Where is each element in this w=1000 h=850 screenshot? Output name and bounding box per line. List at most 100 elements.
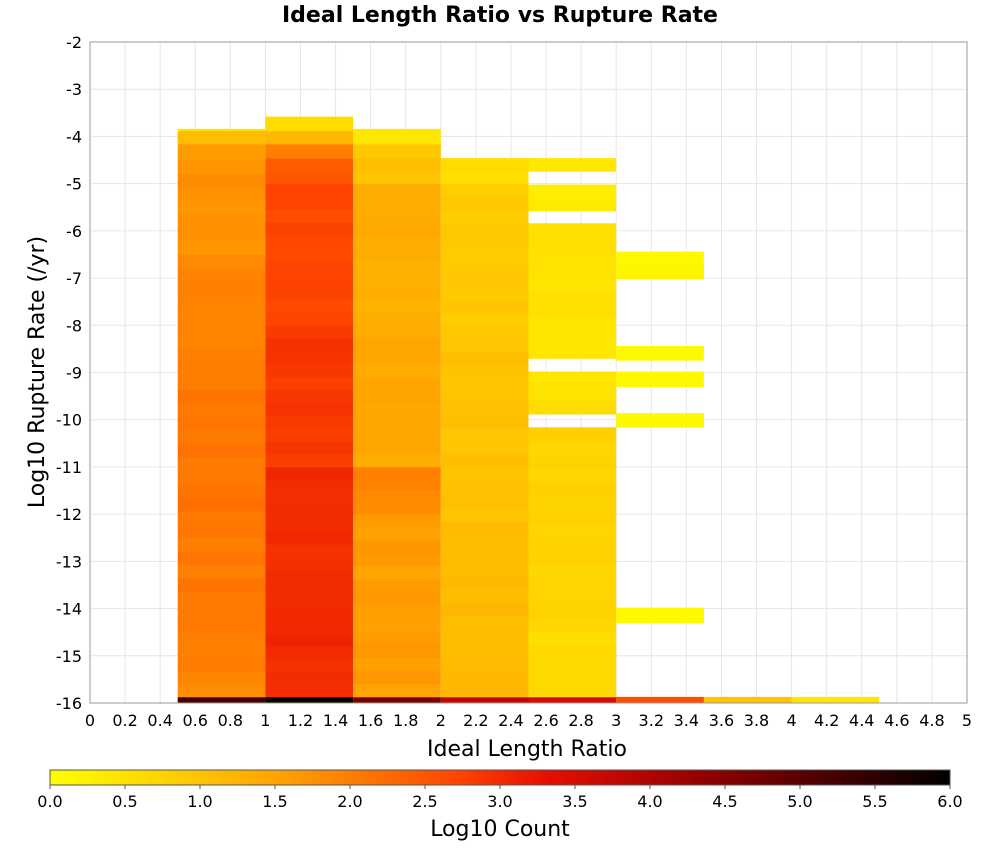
heatmap-cell <box>440 402 529 416</box>
heatmap-cell <box>177 281 266 296</box>
heatmap-cell <box>440 299 529 313</box>
heatmap-cell <box>528 496 617 511</box>
colorbar-tick-label: 0.5 <box>112 792 137 811</box>
heatmap-cell <box>265 479 354 494</box>
heatmap-cell <box>528 605 617 620</box>
x-tick-label: 4.6 <box>884 711 909 730</box>
heatmap-cell <box>265 363 354 378</box>
heatmap-cell <box>177 456 266 471</box>
x-tick-label: 4.4 <box>849 711 874 730</box>
heatmap-cell <box>265 582 354 597</box>
heatmap-cell <box>440 548 529 563</box>
y-tick-label: -6 <box>66 222 82 241</box>
heatmap-cell <box>265 389 354 403</box>
heatmap-cell <box>353 605 441 619</box>
x-tick-label: 0.6 <box>183 711 208 730</box>
heatmap-cell <box>353 389 441 403</box>
heatmap-cell <box>177 578 266 593</box>
heatmap-cell <box>528 670 617 685</box>
heatmap-cell <box>528 250 617 265</box>
heatmap-cell <box>528 454 617 470</box>
heatmap-cell <box>265 671 354 685</box>
heatmap-cell <box>528 317 617 332</box>
heatmap-cell <box>265 338 354 352</box>
heatmap-cell <box>265 183 354 197</box>
heatmap-cell <box>177 537 266 552</box>
heatmap-cell <box>528 197 617 212</box>
x-tick-label: 0.2 <box>112 711 137 730</box>
heatmap-cell <box>265 248 354 262</box>
heatmap-cell <box>265 351 354 365</box>
x-tick-label: 3.8 <box>744 711 769 730</box>
heatmap-cell <box>440 209 529 223</box>
colorbar-tick-label: 4.0 <box>637 792 662 811</box>
y-tick-label: -5 <box>66 175 82 194</box>
heatmap-cell <box>353 376 441 391</box>
heatmap-cell <box>353 540 441 554</box>
heatmap-cell <box>265 454 354 468</box>
heatmap-cell <box>528 578 617 593</box>
heatmap-cell <box>440 338 529 352</box>
heatmap-cell <box>353 260 441 275</box>
heatmap-cell <box>177 254 266 269</box>
colorbar-tick-label: 3.0 <box>487 792 512 811</box>
heatmap-cell <box>265 684 354 698</box>
heatmap-cell <box>265 466 354 481</box>
heatmap-cell <box>265 595 354 609</box>
heatmap-cell <box>177 240 266 255</box>
heatmap-cell <box>528 632 617 646</box>
heatmap-cell <box>177 294 266 309</box>
heatmap-cell <box>177 321 266 336</box>
heatmap-cell <box>440 466 529 481</box>
heatmap-cell <box>616 371 704 388</box>
y-tick-label: -12 <box>56 505 82 524</box>
heatmap-cell <box>616 413 704 428</box>
heatmap-cell <box>440 589 529 603</box>
colorbar-tick-label: 4.5 <box>712 792 737 811</box>
heatmap-cell <box>265 260 354 275</box>
heatmap-cell <box>177 524 266 539</box>
heatmap-cell <box>440 454 529 468</box>
heatmap-cell <box>177 335 266 350</box>
heatmap-cell <box>528 344 617 359</box>
x-tick-label: 3.4 <box>674 711 699 730</box>
heatmap-cell <box>528 263 617 278</box>
heatmap-cell <box>440 428 529 442</box>
colorbar-tick-label: 6.0 <box>937 792 962 811</box>
heatmap-cell <box>440 196 529 210</box>
heatmap-cell <box>353 579 441 593</box>
heatmap-cell <box>177 618 266 633</box>
heatmap-cell <box>353 299 441 313</box>
heatmap-cell <box>353 128 441 145</box>
x-tick-label: 1.6 <box>358 711 383 730</box>
colorbar-tick-label: 5.0 <box>787 792 812 811</box>
heatmap-cell <box>528 441 617 456</box>
heatmap-cell <box>353 566 441 580</box>
heatmap-cell <box>528 236 617 251</box>
x-tick-label: 2.6 <box>533 711 558 730</box>
heatmap-cell <box>440 507 529 522</box>
heatmap-cell <box>440 376 529 391</box>
heatmap-cell <box>440 683 529 698</box>
heatmap-cell <box>440 669 529 684</box>
heatmap-cell <box>265 646 354 660</box>
heatmap-cell <box>177 160 266 174</box>
heatmap-cell <box>353 351 441 365</box>
heatmap-cell <box>177 510 266 525</box>
heatmap-cell <box>265 222 354 236</box>
heatmap-cell <box>353 338 441 352</box>
heatmap-cell <box>265 633 354 647</box>
heatmap-cell <box>440 521 529 536</box>
heatmap-cell <box>177 429 266 444</box>
heatmap-cell <box>265 415 354 429</box>
heatmap-cell <box>177 267 266 282</box>
colorbar-tick-label: 1.0 <box>187 792 212 811</box>
y-tick-label: -8 <box>66 316 82 335</box>
heatmap-cell <box>528 551 617 566</box>
heatmap-cell <box>177 128 266 132</box>
y-tick-label: -3 <box>66 80 82 99</box>
heatmap-cell <box>528 658 617 672</box>
y-tick-label: -4 <box>66 127 82 146</box>
heatmap-cell <box>177 696 266 704</box>
heatmap-cell <box>616 696 704 704</box>
